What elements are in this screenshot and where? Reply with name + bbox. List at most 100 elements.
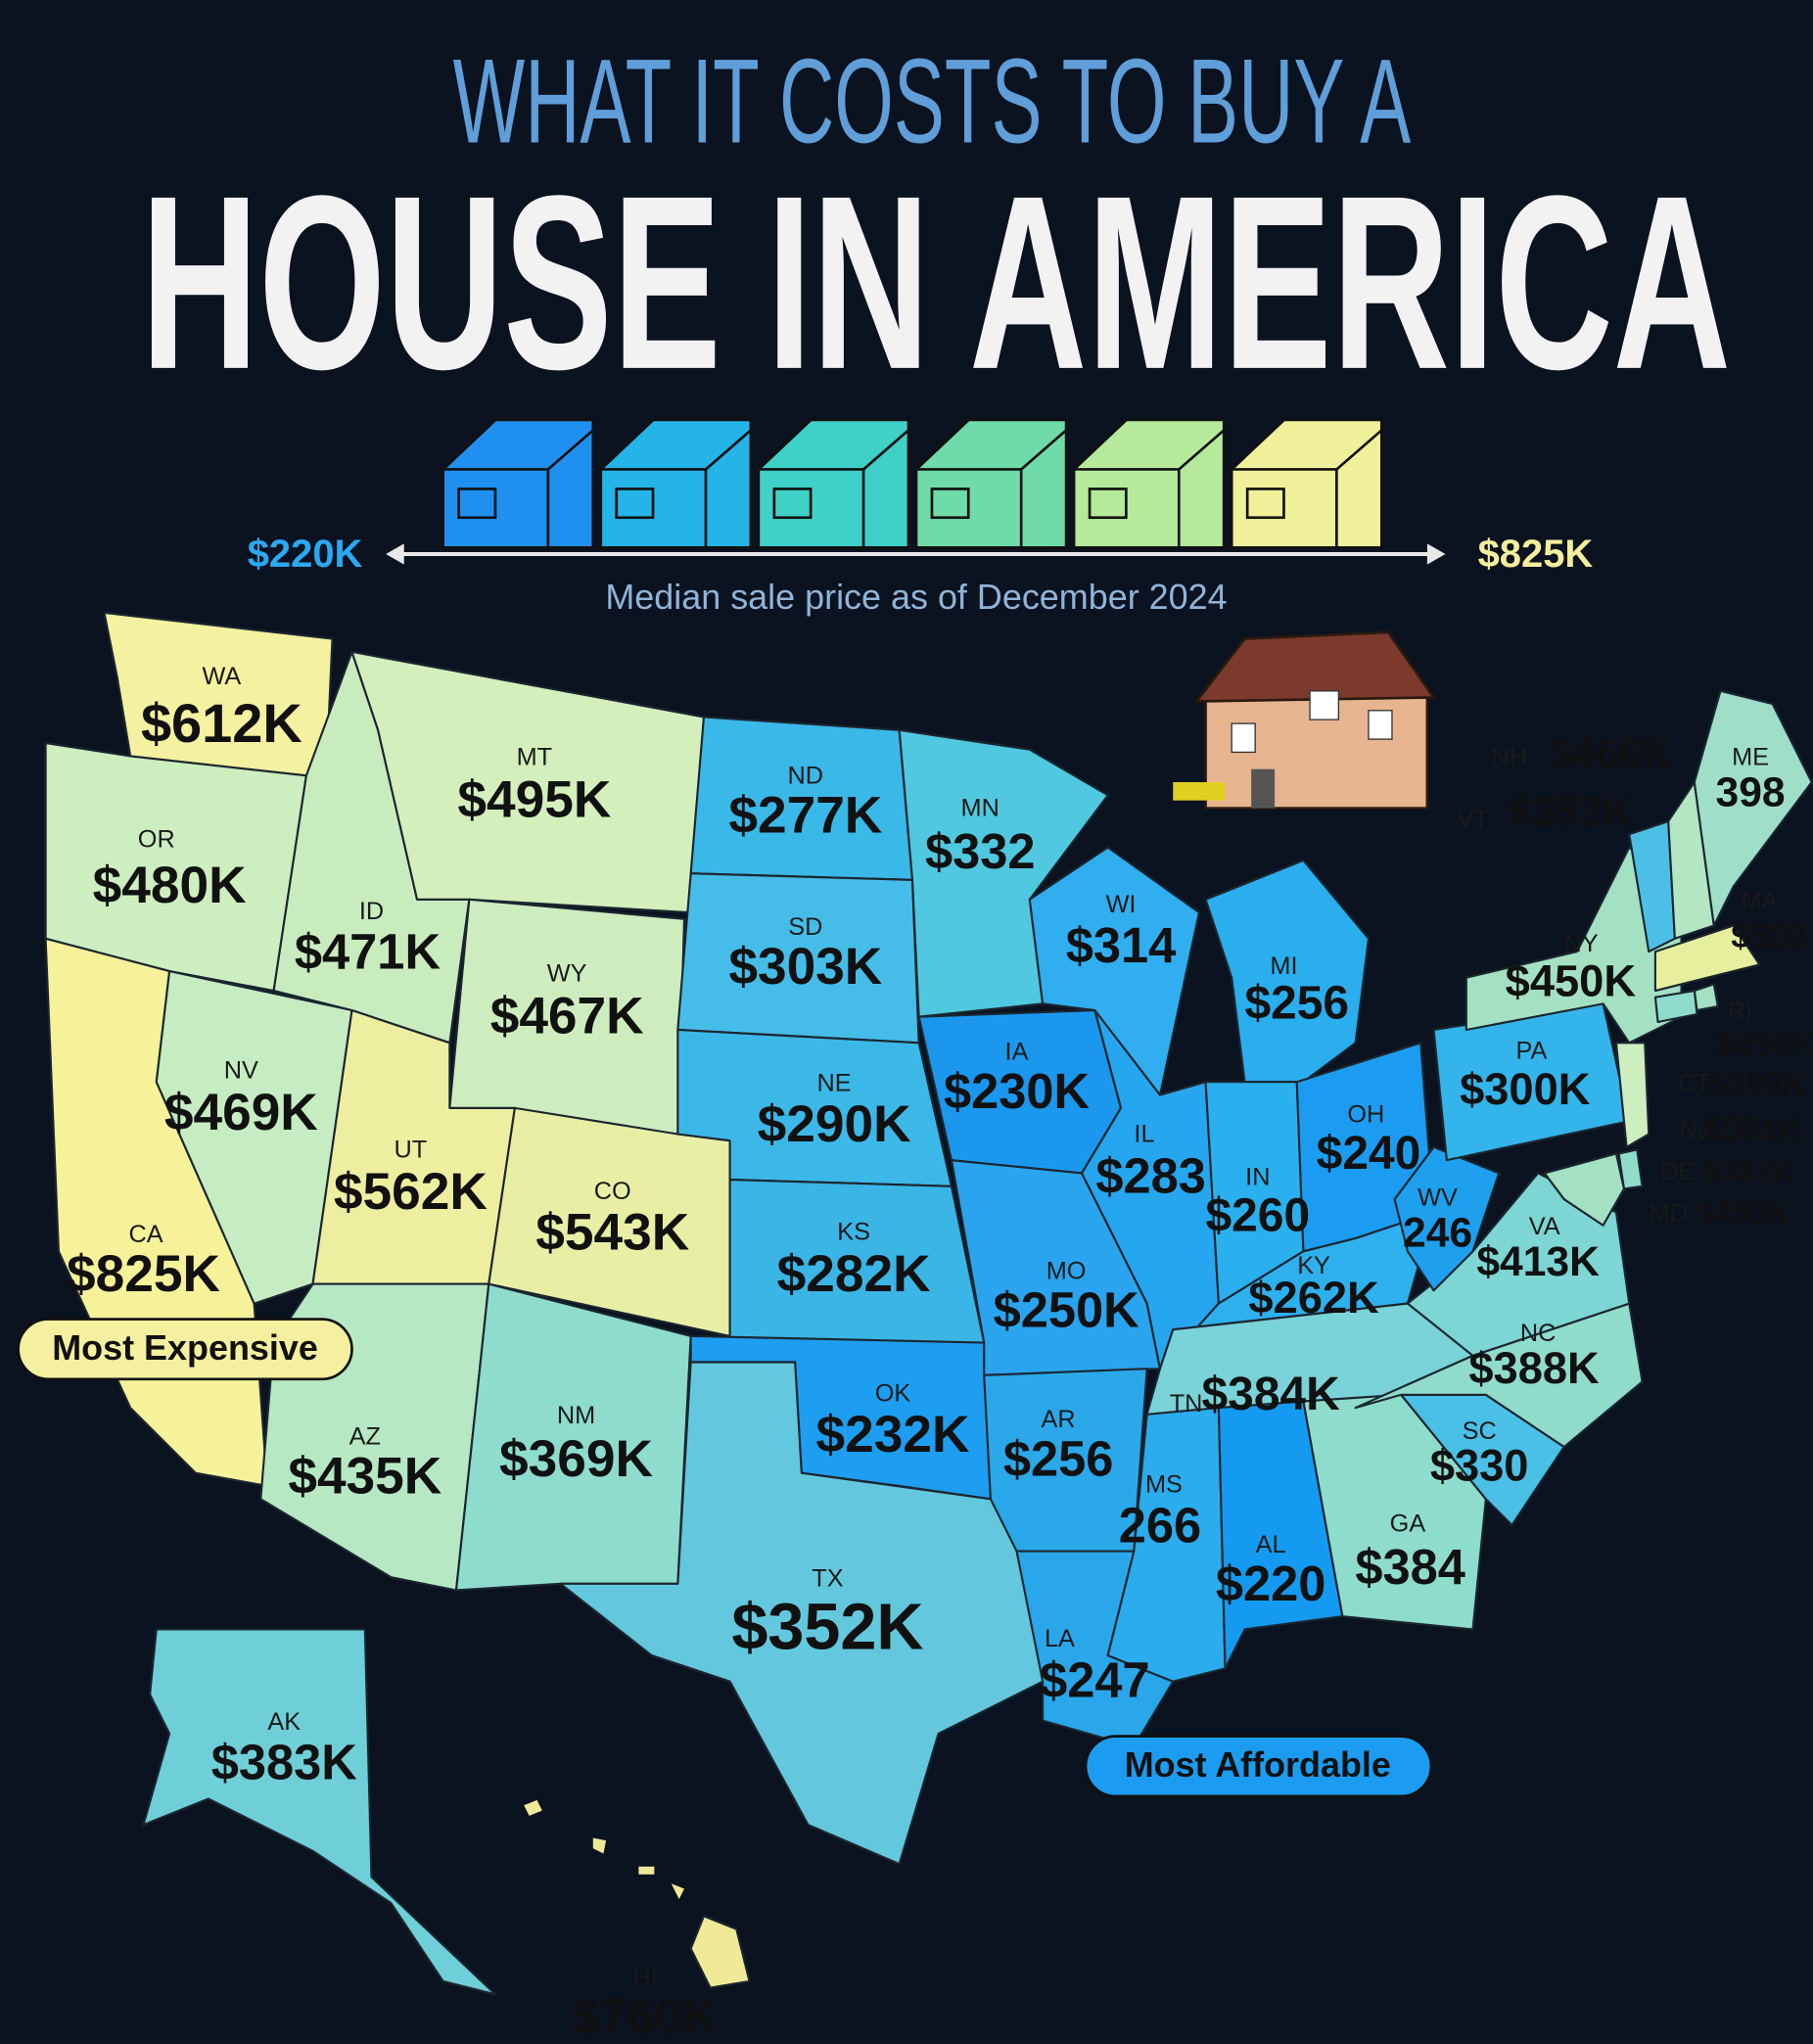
state-price: $387K: [1703, 1153, 1795, 1188]
state-price: $230K: [944, 1063, 1091, 1119]
state-price: $314: [1066, 917, 1177, 973]
state-price: $369K: [499, 1430, 653, 1488]
annotations: Most Expensive Most Affordable: [17, 1318, 1433, 1798]
house: [442, 418, 595, 549]
state-price: $413K: [1476, 1238, 1600, 1285]
house-roof-line: [1232, 429, 1383, 548]
state-abbr: OH: [1347, 1101, 1384, 1129]
state-abbr: TN: [1170, 1390, 1203, 1417]
state-abbr: WA: [202, 663, 241, 690]
state-price: $256: [1244, 978, 1349, 1030]
state-price: 266: [1119, 1497, 1201, 1553]
state-price: $471K: [295, 923, 442, 979]
state-48: [689, 1915, 751, 1989]
state-abbr: CT: [1678, 1070, 1711, 1097]
house: [1072, 418, 1226, 549]
house-window: [1245, 488, 1285, 520]
state-price: $290K: [758, 1095, 911, 1153]
state-abbr: KY: [1297, 1252, 1330, 1279]
state-price: $469K: [164, 1084, 318, 1141]
state-abbr: MN: [961, 795, 999, 822]
state-abbr: IL: [1134, 1121, 1154, 1148]
state-price: $450K: [1506, 955, 1637, 1005]
state-abbr: MO: [1046, 1257, 1087, 1284]
state-abbr: MD: [1650, 1200, 1688, 1228]
state-abbr: NJ: [1679, 1117, 1709, 1144]
state-47: [142, 1628, 497, 1996]
title-line2: HOUSE IN AMERICA: [141, 144, 1731, 421]
state-abbr: WV: [1418, 1185, 1458, 1212]
state-abbr: NE: [817, 1070, 852, 1097]
house-illustration: [1173, 630, 1437, 810]
state-price: $384: [1355, 1539, 1465, 1595]
state-abbr: MI: [1270, 952, 1297, 980]
state-abbr: MT: [517, 744, 553, 771]
state-abbr: OK: [875, 1379, 911, 1407]
state-price: $467K: [490, 987, 644, 1045]
state-abbr: LA: [1045, 1625, 1075, 1652]
house-roof-line: [600, 429, 752, 548]
state-price: $352K: [731, 1592, 923, 1664]
state-abbr: MS: [1145, 1471, 1183, 1499]
state-price: $760K: [573, 1988, 720, 2044]
state-price: $450K: [1697, 1194, 1789, 1230]
state-price: $380K: [1707, 1065, 1807, 1102]
state-price: $240: [1317, 1128, 1421, 1180]
state-price: $260: [1206, 1190, 1311, 1242]
state-abbr: UT: [395, 1136, 428, 1163]
state-price: $825K: [67, 1245, 220, 1303]
state-price: $612K: [141, 692, 302, 754]
state-price: $580: [1731, 918, 1806, 955]
state-price: $501K: [1703, 1111, 1803, 1148]
state-price: $283: [1095, 1147, 1206, 1203]
state-abbr: NY: [1563, 930, 1598, 957]
legend-houses: [442, 418, 1383, 549]
state-price: $543K: [535, 1203, 689, 1261]
state-abbr: AZ: [349, 1422, 381, 1450]
state-46: [1543, 1152, 1626, 1227]
state-abbr: KS: [837, 1218, 870, 1245]
state-abbr: CO: [594, 1178, 631, 1205]
state-price: $256: [1003, 1430, 1114, 1486]
state-24: [1204, 859, 1371, 1084]
state-abbr: TX: [812, 1565, 843, 1593]
state-price: $332: [925, 823, 1036, 879]
house-roof-line: [758, 429, 909, 548]
state-abbr: NH: [1492, 744, 1528, 771]
state-price: $247: [1040, 1652, 1150, 1708]
map: WA$612K OR $480K CA$825K NV$469K ID$471K MT$49…: [44, 611, 1813, 2044]
house: [599, 418, 753, 549]
state-44: [1614, 1042, 1650, 1148]
house-roof-line: [442, 429, 594, 548]
state-abbr: IA: [1005, 1039, 1029, 1066]
state-abbr: GA: [1390, 1510, 1426, 1538]
state-abbr: AL: [1256, 1531, 1286, 1558]
state-price: $232K: [816, 1406, 970, 1463]
state-price: $450K: [1716, 1026, 1813, 1063]
house-window: [615, 488, 655, 520]
state-abbr: ND: [788, 762, 824, 789]
pill-affordable: [1084, 1735, 1433, 1798]
state-price: $466K: [1550, 730, 1673, 777]
state-price: $330: [1430, 1441, 1529, 1491]
state-price: $435K: [288, 1447, 442, 1505]
house: [1230, 418, 1383, 549]
state-abbr: OR: [138, 826, 175, 854]
legend-max: $825K: [1478, 533, 1594, 576]
state-abbr: SD: [788, 913, 822, 941]
state-price: 246: [1403, 1210, 1472, 1257]
state-abbr: DE: [1660, 1158, 1695, 1185]
house: [914, 418, 1068, 549]
state-price: $282K: [777, 1245, 931, 1303]
state-price: $262K: [1248, 1273, 1379, 1323]
state-abbr: AK: [267, 1708, 301, 1736]
house-window: [1088, 488, 1128, 520]
house: [757, 418, 910, 549]
state-abbr: HI: [632, 1964, 657, 1991]
state-price: $250K: [994, 1282, 1140, 1338]
state-abbr: RI: [1728, 998, 1752, 1025]
state-abbr: WI: [1106, 891, 1137, 918]
state-price: $383K: [211, 1735, 358, 1790]
state-40: [1693, 689, 1813, 927]
